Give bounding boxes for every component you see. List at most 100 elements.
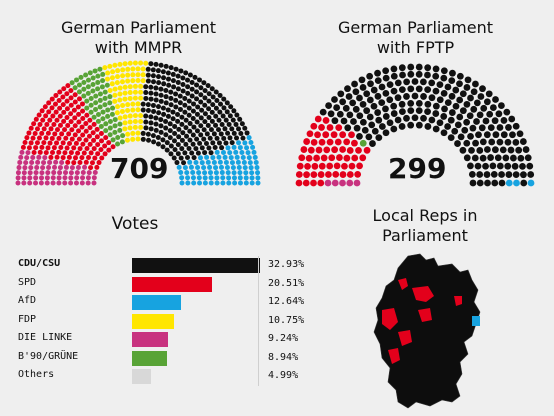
seat-dot: [167, 135, 173, 141]
seat-dot: [337, 90, 345, 98]
seat-dot: [179, 180, 185, 186]
seat-dot: [72, 115, 78, 121]
seat-dot: [440, 129, 448, 137]
seat-dot: [226, 121, 232, 127]
seat-dot: [19, 149, 25, 155]
seat-dot: [50, 150, 56, 155]
seat-dot: [353, 179, 361, 187]
seat-dot: [36, 135, 42, 141]
seat-dot: [222, 154, 228, 160]
seat-dot: [221, 105, 227, 111]
seat-dot: [36, 112, 42, 118]
seat-dot: [244, 130, 250, 136]
seat-dot: [205, 159, 211, 165]
seat-dot: [153, 97, 159, 103]
seat-dot: [436, 119, 444, 127]
seat-dot: [132, 95, 138, 101]
seat-dot: [99, 155, 105, 161]
seat-dot: [109, 81, 115, 87]
seat-dot: [86, 133, 92, 139]
seat-dot: [58, 145, 64, 151]
mmpr-hemicycle: [15, 60, 261, 186]
seat-dot: [219, 145, 225, 151]
seat-dot: [150, 67, 156, 73]
seat-dot: [218, 131, 224, 137]
seat-dot: [175, 118, 181, 124]
seat-dot: [436, 81, 444, 89]
seat-dot: [370, 102, 378, 110]
seat-dot: [198, 85, 204, 91]
seat-dot: [489, 162, 497, 170]
seat-dot: [45, 145, 51, 151]
seat-dot: [127, 90, 133, 96]
seat-dot: [378, 99, 386, 107]
seat-dot: [57, 122, 63, 128]
seat-dot: [328, 154, 336, 162]
seat-dot: [112, 117, 118, 123]
seat-dot: [119, 108, 125, 114]
seat-dot: [71, 145, 77, 151]
seat-dot: [207, 170, 213, 176]
seat-dot: [420, 93, 427, 100]
seat-dot: [488, 138, 496, 146]
seat-dot: [251, 149, 257, 155]
seat-dot: [62, 150, 68, 156]
seat-dot: [44, 180, 50, 186]
seat-dot: [359, 139, 367, 147]
seat-dot: [138, 83, 144, 89]
seat-dot: [135, 66, 141, 72]
seat-dot: [390, 65, 398, 73]
seat-dot: [163, 125, 169, 131]
seat-dot: [209, 109, 215, 115]
seat-dot: [155, 134, 161, 140]
red-region-east: [454, 296, 462, 306]
seat-dot: [356, 112, 364, 120]
seat-dot: [519, 163, 526, 170]
seat-dot: [310, 138, 318, 146]
seat-dot: [484, 179, 491, 187]
seat-dot: [185, 90, 191, 96]
seat-dot: [349, 99, 357, 107]
seat-dot: [87, 141, 93, 147]
seat-dot: [183, 141, 189, 147]
seat-dot: [194, 89, 200, 95]
seat-dot: [198, 132, 204, 138]
seat-dot: [497, 102, 505, 109]
seat-dot: [132, 89, 138, 95]
seat-dot: [88, 102, 94, 108]
seat-dot: [195, 150, 201, 156]
seat-dot: [483, 131, 491, 139]
seat-dot: [428, 79, 436, 87]
germany-local-reps-map: [373, 253, 481, 409]
seat-dot: [143, 90, 149, 96]
seat-dot: [183, 117, 189, 123]
seat-dot: [432, 65, 440, 73]
seat-dot: [187, 72, 193, 78]
seat-dot: [325, 171, 332, 178]
seat-dot: [44, 175, 50, 181]
seat-dot: [28, 125, 34, 131]
seat-dot: [339, 179, 346, 187]
seat-dot: [199, 107, 205, 113]
seat-dot: [171, 84, 177, 90]
seat-dot: [390, 102, 398, 110]
seat-dot: [353, 124, 361, 132]
seat-dot: [72, 99, 78, 105]
seat-dot: [102, 102, 108, 108]
seat-dot: [498, 171, 505, 178]
seat-dot: [95, 151, 101, 157]
seat-dot: [80, 116, 86, 122]
vote-percentage: 10.75%: [268, 314, 305, 326]
seat-dot: [295, 179, 303, 187]
seat-dot: [125, 102, 131, 108]
seat-dot: [213, 165, 219, 171]
seat-dot: [382, 67, 390, 75]
seat-dot: [168, 65, 174, 71]
seat-dot: [211, 131, 217, 137]
seat-dot: [348, 162, 356, 170]
seat-dot: [334, 138, 342, 146]
votes-title: Votes: [111, 214, 159, 234]
seat-dot: [213, 105, 219, 111]
seat-dot: [339, 146, 347, 153]
seat-dot: [95, 112, 101, 118]
